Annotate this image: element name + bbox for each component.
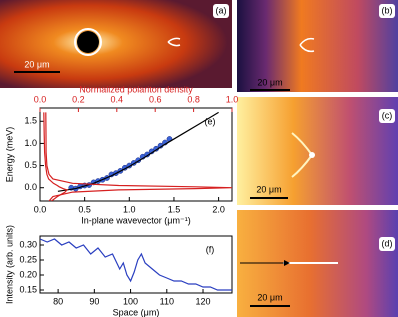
image-b (237, 0, 398, 92)
y-tick-label: 0.0 (24, 182, 37, 192)
plot-frame (39, 235, 233, 294)
data-line (43, 112, 68, 201)
x2-tick-label: 1.0 (226, 94, 239, 104)
panel-label: (d) (382, 238, 393, 248)
y-tick-label: 1.5 (24, 116, 37, 126)
panel-label: (b) (382, 5, 393, 15)
scale-bar-label: 20 μm (256, 184, 281, 194)
data-line (45, 112, 232, 201)
data-line (40, 238, 232, 291)
x-tick-label: 80 (53, 296, 63, 306)
x-tick-label: 1.0 (123, 204, 136, 214)
y-tick-label: 0.30 (19, 239, 37, 249)
y-tick-label: 1.0 (24, 138, 37, 148)
x-tick-label: 90 (89, 296, 99, 306)
scale-bar-label: 20 μm (257, 292, 282, 302)
x-tick-label: 0.5 (78, 204, 91, 214)
x-tick-label: 120 (196, 296, 211, 306)
panel-label: (f) (206, 244, 215, 254)
y-tick-label: 0.15 (19, 284, 37, 294)
x-tick-label: 1.5 (168, 204, 181, 214)
arrow (240, 260, 290, 266)
y-tick-label: 0.25 (19, 254, 37, 264)
panel-label: (c) (382, 110, 393, 120)
plot-area (43, 111, 232, 201)
plot-frame (39, 107, 233, 202)
x-tick-label: 2.0 (212, 204, 225, 214)
x2-tick-label: 0.8 (187, 94, 200, 104)
data-line (57, 111, 219, 192)
y-tick-label: 0.20 (19, 269, 37, 279)
x-tick-label: 110 (160, 296, 174, 306)
x-tick-label: 0.0 (34, 204, 47, 214)
y-axis-label: Energy (meV) (4, 127, 14, 183)
image-a (0, 0, 232, 88)
x2-tick-label: 0.0 (34, 94, 47, 104)
scale-bar-label: 20 μm (257, 77, 282, 87)
x2-tick-label: 0.2 (72, 94, 85, 104)
x-axis-label: In-plane wavevector (μm⁻¹) (81, 215, 190, 225)
x2-axis-label: Normalized polariton density (79, 84, 193, 94)
panel-label: (e) (205, 116, 216, 126)
x2-tick-label: 0.6 (149, 94, 162, 104)
x-tick-label: 100 (123, 296, 138, 306)
scale-bar-label: 20 μm (24, 59, 49, 69)
panel-label: (a) (216, 5, 227, 15)
x-axis-label: Space (μm) (113, 307, 160, 317)
image-c (237, 97, 398, 205)
plot-area (40, 238, 232, 291)
y-tick-label: 0.5 (24, 160, 37, 170)
y-axis-label: Intensity (arb. units) (4, 225, 14, 304)
x2-tick-label: 0.4 (111, 94, 124, 104)
